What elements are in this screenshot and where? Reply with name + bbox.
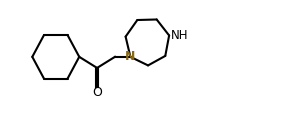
- Text: N: N: [125, 50, 136, 63]
- Text: O: O: [92, 86, 102, 99]
- Text: NH: NH: [171, 29, 188, 42]
